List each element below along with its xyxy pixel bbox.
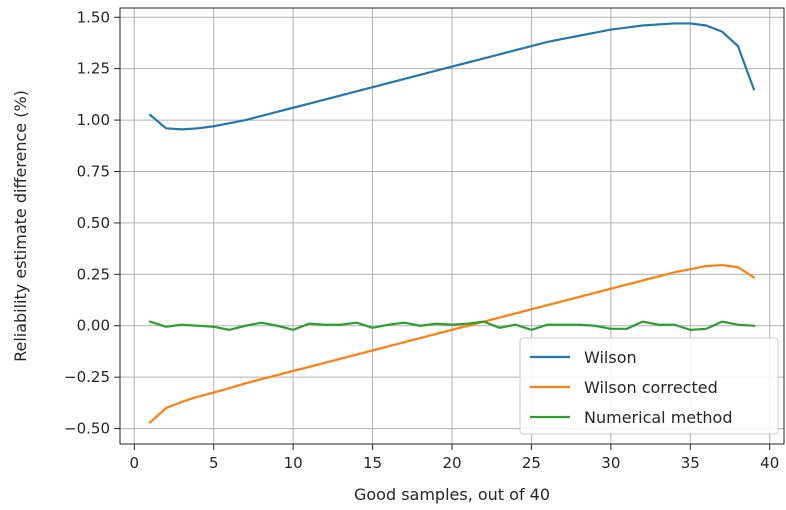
y-axis-label: Reliability estimate difference (%): [11, 90, 30, 362]
y-tick-label: 0.25: [77, 265, 110, 283]
legend-label-wilson: Wilson: [584, 348, 637, 367]
legend: Wilson Wilson corrected Numerical method: [519, 337, 779, 435]
series-line-wilson-corrected: [148, 263, 756, 424]
series-lines: [148, 22, 756, 424]
x-tick-label: 30: [601, 454, 620, 472]
legend-box: [519, 337, 779, 435]
y-tick-label: 1.25: [77, 60, 110, 78]
y-tick-label: −0.25: [64, 368, 110, 386]
x-tick-label: 25: [522, 454, 541, 472]
x-tick-label: 0: [130, 454, 140, 472]
legend-label-numerical-method: Numerical method: [584, 408, 732, 427]
x-tick-label: 40: [760, 454, 779, 472]
y-tick-label: 1.50: [77, 8, 110, 26]
y-tick-label: 1.00: [77, 111, 110, 129]
y-tick-label: −0.50: [64, 420, 110, 438]
series-line-wilson: [148, 22, 756, 131]
legend-label-wilson-corrected: Wilson corrected: [584, 378, 718, 397]
x-axis-label: Good samples, out of 40: [354, 485, 550, 504]
y-tick-label: 0.00: [77, 317, 110, 335]
x-tick-label: 5: [209, 454, 219, 472]
y-tick-label: 0.75: [77, 163, 110, 181]
x-tick-label: 35: [681, 454, 700, 472]
x-tick-label: 10: [284, 454, 303, 472]
series-line-numerical-method: [148, 320, 755, 331]
legend-items: Wilson Wilson corrected Numerical method: [530, 348, 732, 427]
x-tick-label: 15: [363, 454, 382, 472]
x-axis-ticks: 0 5 10 15 20 25 30 35 40: [130, 444, 779, 472]
x-tick-label: 20: [442, 454, 461, 472]
y-tick-label: 0.50: [77, 214, 110, 232]
y-axis-ticks: −0.50 −0.25 0.00 0.25 0.50 0.75 1.00 1.25 1.50: [64, 8, 120, 438]
